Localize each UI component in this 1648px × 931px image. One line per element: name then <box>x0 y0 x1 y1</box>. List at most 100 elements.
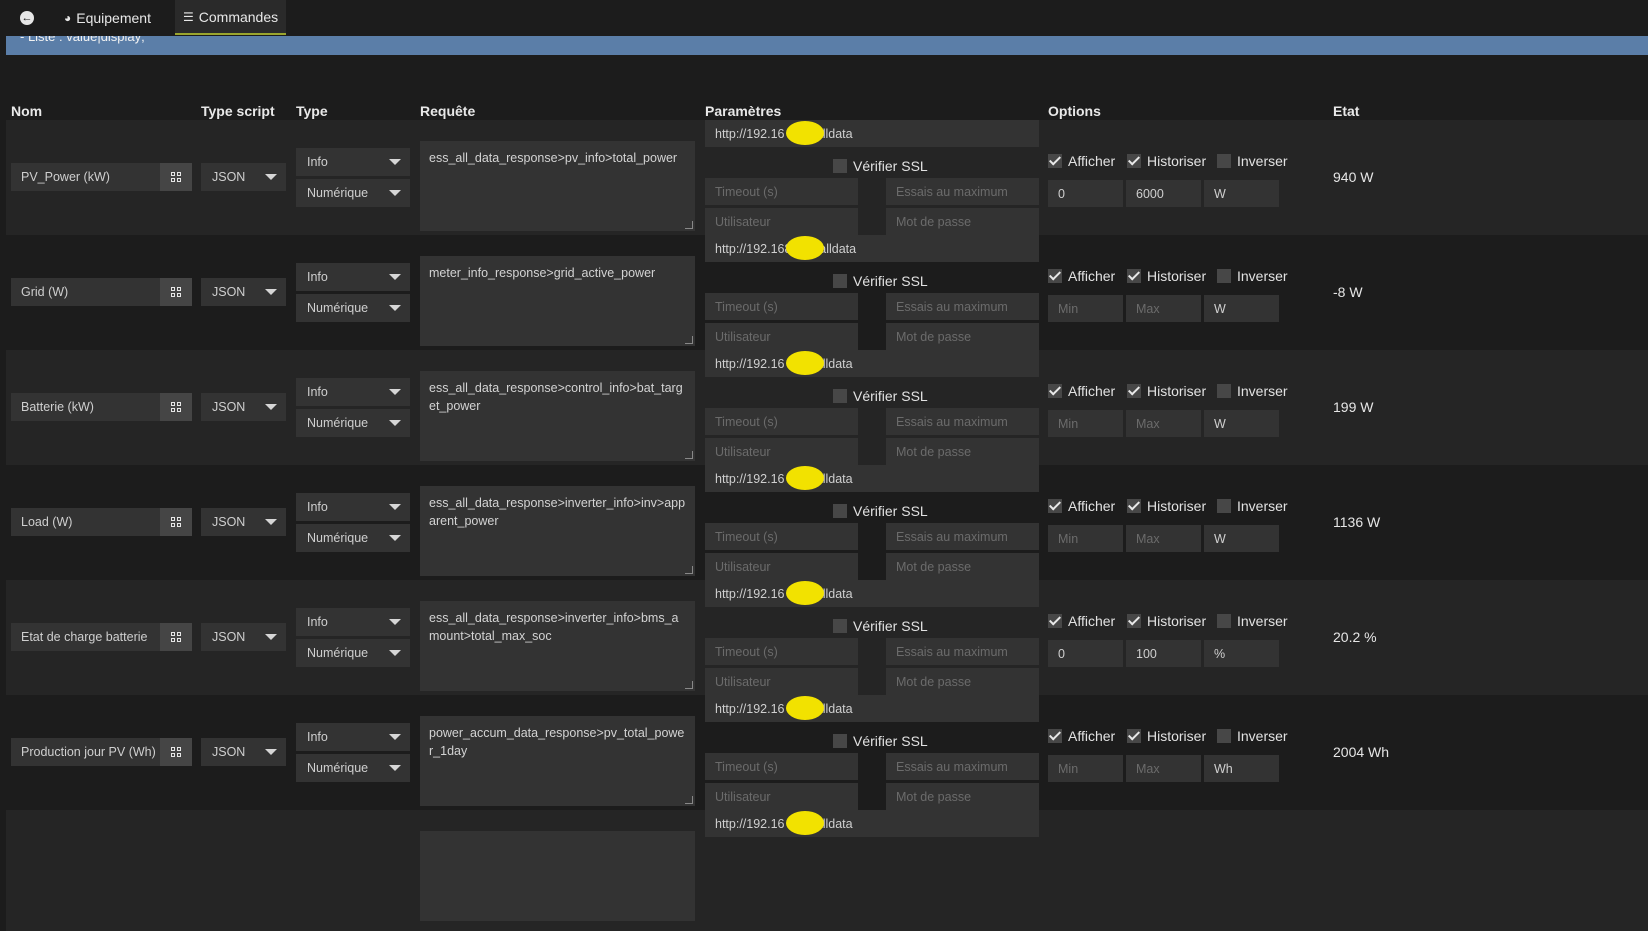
configure-command-button[interactable] <box>160 508 192 536</box>
url-input[interactable]: http://192.16 /alldata <box>705 580 1039 607</box>
historiser-checkbox[interactable]: Historiser <box>1127 613 1206 629</box>
max-retries-input[interactable]: Essais au maximum <box>886 753 1039 780</box>
username-input[interactable]: Utilisateur <box>705 553 858 580</box>
subtype-select[interactable]: Numérique <box>296 524 410 552</box>
username-input[interactable]: Utilisateur <box>705 323 858 350</box>
resize-grip-icon[interactable] <box>685 796 693 804</box>
tab-equipement[interactable]: ◕ Equipement <box>64 0 151 35</box>
historiser-checkbox[interactable]: Historiser <box>1127 728 1206 744</box>
resize-grip-icon[interactable] <box>685 336 693 344</box>
unit-input[interactable]: W <box>1204 295 1279 322</box>
script-type-select[interactable]: JSON <box>201 623 286 651</box>
configure-command-button[interactable] <box>160 623 192 651</box>
max-value-input[interactable]: 100 <box>1126 640 1201 667</box>
timeout-input[interactable]: Timeout (s) <box>705 638 858 665</box>
password-input[interactable]: Mot de passe <box>886 208 1039 235</box>
command-name-input[interactable]: Production jour PV (Wh) <box>11 738 160 766</box>
script-type-select[interactable]: JSON <box>201 163 286 191</box>
timeout-input[interactable]: Timeout (s) <box>705 408 858 435</box>
unit-input[interactable]: W <box>1204 525 1279 552</box>
request-textarea[interactable]: ess_all_data_response>inverter_info>bms_… <box>420 601 695 691</box>
timeout-input[interactable]: Timeout (s) <box>705 178 858 205</box>
verify-ssl-checkbox[interactable]: Vérifier SSL <box>833 618 928 634</box>
url-input[interactable]: http://192.16 /alldata <box>705 465 1039 492</box>
command-name-input[interactable]: Load (W) <box>11 508 160 536</box>
resize-grip-icon[interactable] <box>685 451 693 459</box>
subtype-select[interactable]: Numérique <box>296 294 410 322</box>
min-value-input[interactable]: Min <box>1048 525 1123 552</box>
afficher-checkbox[interactable]: Afficher <box>1048 383 1115 399</box>
type-select[interactable]: Info <box>296 148 410 176</box>
afficher-checkbox[interactable]: Afficher <box>1048 153 1115 169</box>
timeout-input[interactable]: Timeout (s) <box>705 293 858 320</box>
username-input[interactable]: Utilisateur <box>705 668 858 695</box>
max-value-input[interactable]: Max <box>1126 410 1201 437</box>
min-value-input[interactable]: Min <box>1048 410 1123 437</box>
password-input[interactable]: Mot de passe <box>886 783 1039 810</box>
max-value-input[interactable]: 6000 <box>1126 180 1201 207</box>
timeout-input[interactable]: Timeout (s) <box>705 753 858 780</box>
back-button[interactable]: ← <box>12 6 42 30</box>
request-textarea[interactable]: ess_all_data_response>inverter_info>inv>… <box>420 486 695 576</box>
max-value-input[interactable]: Max <box>1126 755 1201 782</box>
request-textarea[interactable]: power_accum_data_response>pv_total_power… <box>420 716 695 806</box>
script-type-select[interactable]: JSON <box>201 278 286 306</box>
url-input[interactable]: http://192.16 /alldata <box>705 350 1039 377</box>
afficher-checkbox[interactable]: Afficher <box>1048 613 1115 629</box>
max-value-input[interactable]: Max <box>1126 295 1201 322</box>
resize-grip-icon[interactable] <box>685 566 693 574</box>
max-retries-input[interactable]: Essais au maximum <box>886 523 1039 550</box>
request-textarea[interactable]: meter_info_response>grid_active_power <box>420 256 695 346</box>
command-name-input[interactable]: Batterie (kW) <box>11 393 160 421</box>
max-retries-input[interactable]: Essais au maximum <box>886 178 1039 205</box>
username-input[interactable]: Utilisateur <box>705 438 858 465</box>
command-name-input[interactable]: PV_Power (kW) <box>11 163 160 191</box>
verify-ssl-checkbox[interactable]: Vérifier SSL <box>833 503 928 519</box>
min-value-input[interactable]: Min <box>1048 755 1123 782</box>
configure-command-button[interactable] <box>160 393 192 421</box>
subtype-select[interactable]: Numérique <box>296 754 410 782</box>
verify-ssl-checkbox[interactable]: Vérifier SSL <box>833 273 928 289</box>
historiser-checkbox[interactable]: Historiser <box>1127 268 1206 284</box>
type-select[interactable]: Info <box>296 263 410 291</box>
unit-input[interactable]: W <box>1204 180 1279 207</box>
max-value-input[interactable]: Max <box>1126 525 1201 552</box>
configure-command-button[interactable] <box>160 278 192 306</box>
script-type-select[interactable]: JSON <box>201 508 286 536</box>
inverser-checkbox[interactable]: Inverser <box>1217 383 1288 399</box>
historiser-checkbox[interactable]: Historiser <box>1127 383 1206 399</box>
resize-grip-icon[interactable] <box>685 221 693 229</box>
verify-ssl-checkbox[interactable]: Vérifier SSL <box>833 733 928 749</box>
max-retries-input[interactable]: Essais au maximum <box>886 638 1039 665</box>
url-input[interactable]: http://192.16 /alldata <box>705 810 1039 837</box>
username-input[interactable]: Utilisateur <box>705 783 858 810</box>
verify-ssl-checkbox[interactable]: Vérifier SSL <box>833 158 928 174</box>
resize-grip-icon[interactable] <box>685 681 693 689</box>
script-type-select[interactable]: JSON <box>201 738 286 766</box>
password-input[interactable]: Mot de passe <box>886 553 1039 580</box>
unit-input[interactable]: Wh <box>1204 755 1279 782</box>
max-retries-input[interactable]: Essais au maximum <box>886 293 1039 320</box>
username-input[interactable]: Utilisateur <box>705 208 858 235</box>
password-input[interactable]: Mot de passe <box>886 668 1039 695</box>
unit-input[interactable]: % <box>1204 640 1279 667</box>
request-textarea[interactable]: ess_all_data_response>control_info>bat_t… <box>420 371 695 461</box>
type-select[interactable]: Info <box>296 723 410 751</box>
configure-command-button[interactable] <box>160 738 192 766</box>
request-textarea[interactable] <box>420 831 695 921</box>
url-input[interactable]: http://192.168. /alldata <box>705 235 1039 262</box>
timeout-input[interactable]: Timeout (s) <box>705 523 858 550</box>
afficher-checkbox[interactable]: Afficher <box>1048 498 1115 514</box>
subtype-select[interactable]: Numérique <box>296 179 410 207</box>
min-value-input[interactable]: 0 <box>1048 180 1123 207</box>
afficher-checkbox[interactable]: Afficher <box>1048 728 1115 744</box>
max-retries-input[interactable]: Essais au maximum <box>886 408 1039 435</box>
subtype-select[interactable]: Numérique <box>296 409 410 437</box>
type-select[interactable]: Info <box>296 608 410 636</box>
min-value-input[interactable]: Min <box>1048 295 1123 322</box>
request-textarea[interactable]: ess_all_data_response>pv_info>total_powe… <box>420 141 695 231</box>
subtype-select[interactable]: Numérique <box>296 639 410 667</box>
type-select[interactable]: Info <box>296 493 410 521</box>
inverser-checkbox[interactable]: Inverser <box>1217 613 1288 629</box>
verify-ssl-checkbox[interactable]: Vérifier SSL <box>833 388 928 404</box>
